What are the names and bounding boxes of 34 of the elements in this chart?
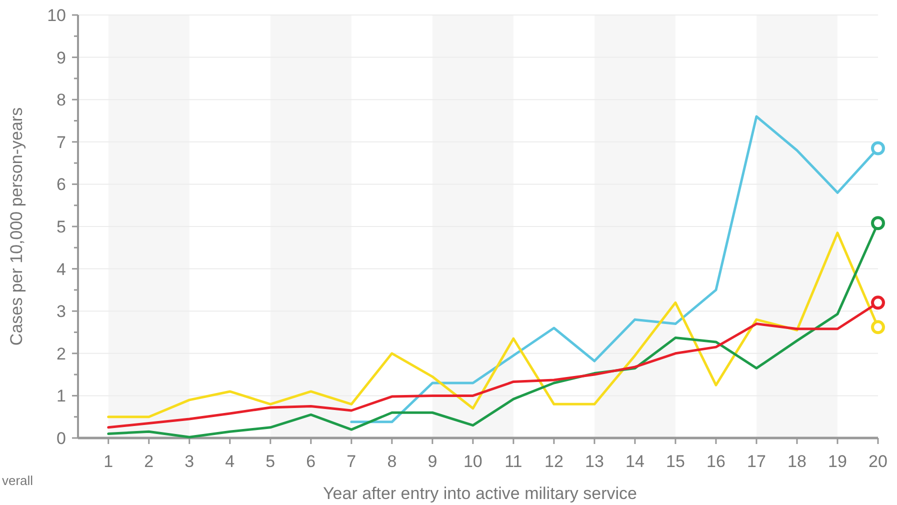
- x-tick-label: 16: [706, 452, 726, 471]
- x-tick-label: 10: [463, 452, 482, 471]
- x-tick-label: 17: [747, 452, 766, 471]
- x-tick-label: 8: [387, 452, 397, 471]
- x-tick-label: 7: [346, 452, 356, 471]
- x-axis-title: Year after entry into active military service: [323, 484, 637, 503]
- x-tick-label: 18: [788, 452, 806, 471]
- text: verall: [2, 473, 34, 488]
- y-tick-label: 8: [56, 90, 66, 110]
- y-tick-label: 10: [47, 6, 66, 25]
- y-tick-label: 2: [56, 344, 66, 364]
- x-tick-label: 19: [828, 452, 847, 471]
- x-tick-label: 1: [104, 452, 114, 471]
- x-tick-label: 5: [266, 452, 276, 471]
- y-tick-label: 5: [56, 217, 66, 236]
- y-tick-label: 9: [56, 48, 66, 68]
- y-tick-label: 6: [56, 175, 66, 194]
- y-tick-label: 4: [56, 260, 66, 279]
- y-tick-label: 0: [56, 428, 66, 448]
- x-tick-label: 4: [225, 452, 235, 471]
- y-tick-label: 1: [56, 386, 66, 406]
- x-tick-label: 2: [144, 452, 154, 471]
- x-tick-label: 20: [868, 452, 888, 471]
- y-tick-label: 3: [56, 302, 66, 322]
- x-tick-label: 13: [584, 452, 604, 471]
- x-tick-label: 15: [666, 452, 685, 471]
- y-axis-title: Cases per 10,000 person-years: [7, 107, 26, 346]
- y-tick-label: 7: [56, 132, 66, 152]
- x-tick-label: 11: [504, 452, 522, 471]
- x-tick-label: 12: [544, 452, 564, 471]
- x-tick-label: 9: [428, 452, 438, 471]
- x-tick-label: 6: [306, 452, 316, 471]
- x-tick-label: 14: [626, 452, 644, 471]
- x-tick-label: 3: [184, 452, 194, 471]
